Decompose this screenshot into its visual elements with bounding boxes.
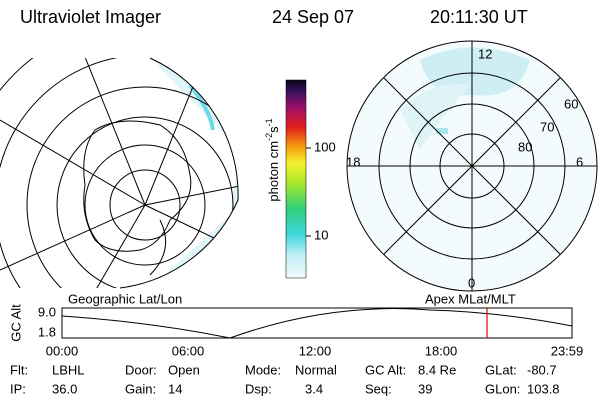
field-value: 3.4 xyxy=(305,381,323,396)
field-label: GC Alt: xyxy=(365,362,406,377)
field-value: 39 xyxy=(418,381,432,396)
field-value: 14 xyxy=(168,381,182,396)
time: 20:11:30 UT xyxy=(430,7,528,27)
field-label: GLon: xyxy=(485,381,520,396)
field-label: Seq: xyxy=(365,381,392,396)
altitude-xtick: 23:59 xyxy=(551,343,584,358)
colorbar-unit: photon cm-2s-1 xyxy=(264,118,281,201)
lat-label: 70 xyxy=(540,119,554,134)
altitude-xtick: 12:00 xyxy=(299,343,332,358)
altitude-xtick: 06:00 xyxy=(172,343,205,358)
field-label: GLat: xyxy=(485,362,517,377)
field-value: -80.7 xyxy=(527,362,557,377)
mlt-label: 18 xyxy=(346,154,360,169)
colorbar-tick: 10 xyxy=(314,227,328,242)
altitude-xtick: 00:00 xyxy=(46,343,79,358)
field-label: Dsp: xyxy=(245,381,272,396)
field-value: Open xyxy=(168,362,200,377)
geographic-map xyxy=(0,58,239,288)
field-value: 103.8 xyxy=(527,381,560,396)
field-label: Gain: xyxy=(125,381,156,396)
date: 24 Sep 07 xyxy=(272,7,354,27)
mlt-label: 6 xyxy=(576,154,583,169)
mlt-label: 0 xyxy=(468,275,475,290)
field-value: 36.0 xyxy=(52,381,77,396)
altitude-xtick: 18:00 xyxy=(425,343,458,358)
altitude-curve xyxy=(61,308,573,339)
altitude-ytick: 9.0 xyxy=(38,304,56,319)
lat-label: 80 xyxy=(518,139,532,154)
field-label: IP: xyxy=(10,381,26,396)
field-label: Mode: xyxy=(245,362,281,377)
left-panel-label: Geographic Lat/Lon xyxy=(68,291,182,306)
altitude-frame xyxy=(61,307,573,339)
altitude-ytick: 1.8 xyxy=(38,324,56,339)
field-label: Flt: xyxy=(10,362,28,377)
title: Ultraviolet Imager xyxy=(20,7,161,27)
field-value: 8.4 Re xyxy=(418,362,456,377)
field-label: Door: xyxy=(125,362,157,377)
lat-label: 60 xyxy=(564,96,578,111)
mlt-label: 12 xyxy=(478,46,492,61)
field-value: Normal xyxy=(295,362,337,377)
field-value: LBHL xyxy=(52,362,85,377)
altitude-axis-label: GC Alt xyxy=(8,304,23,342)
colorbar xyxy=(286,80,306,278)
right-panel-label: Apex MLat/MLT xyxy=(425,291,516,306)
colorbar-tick: 100 xyxy=(314,139,336,154)
